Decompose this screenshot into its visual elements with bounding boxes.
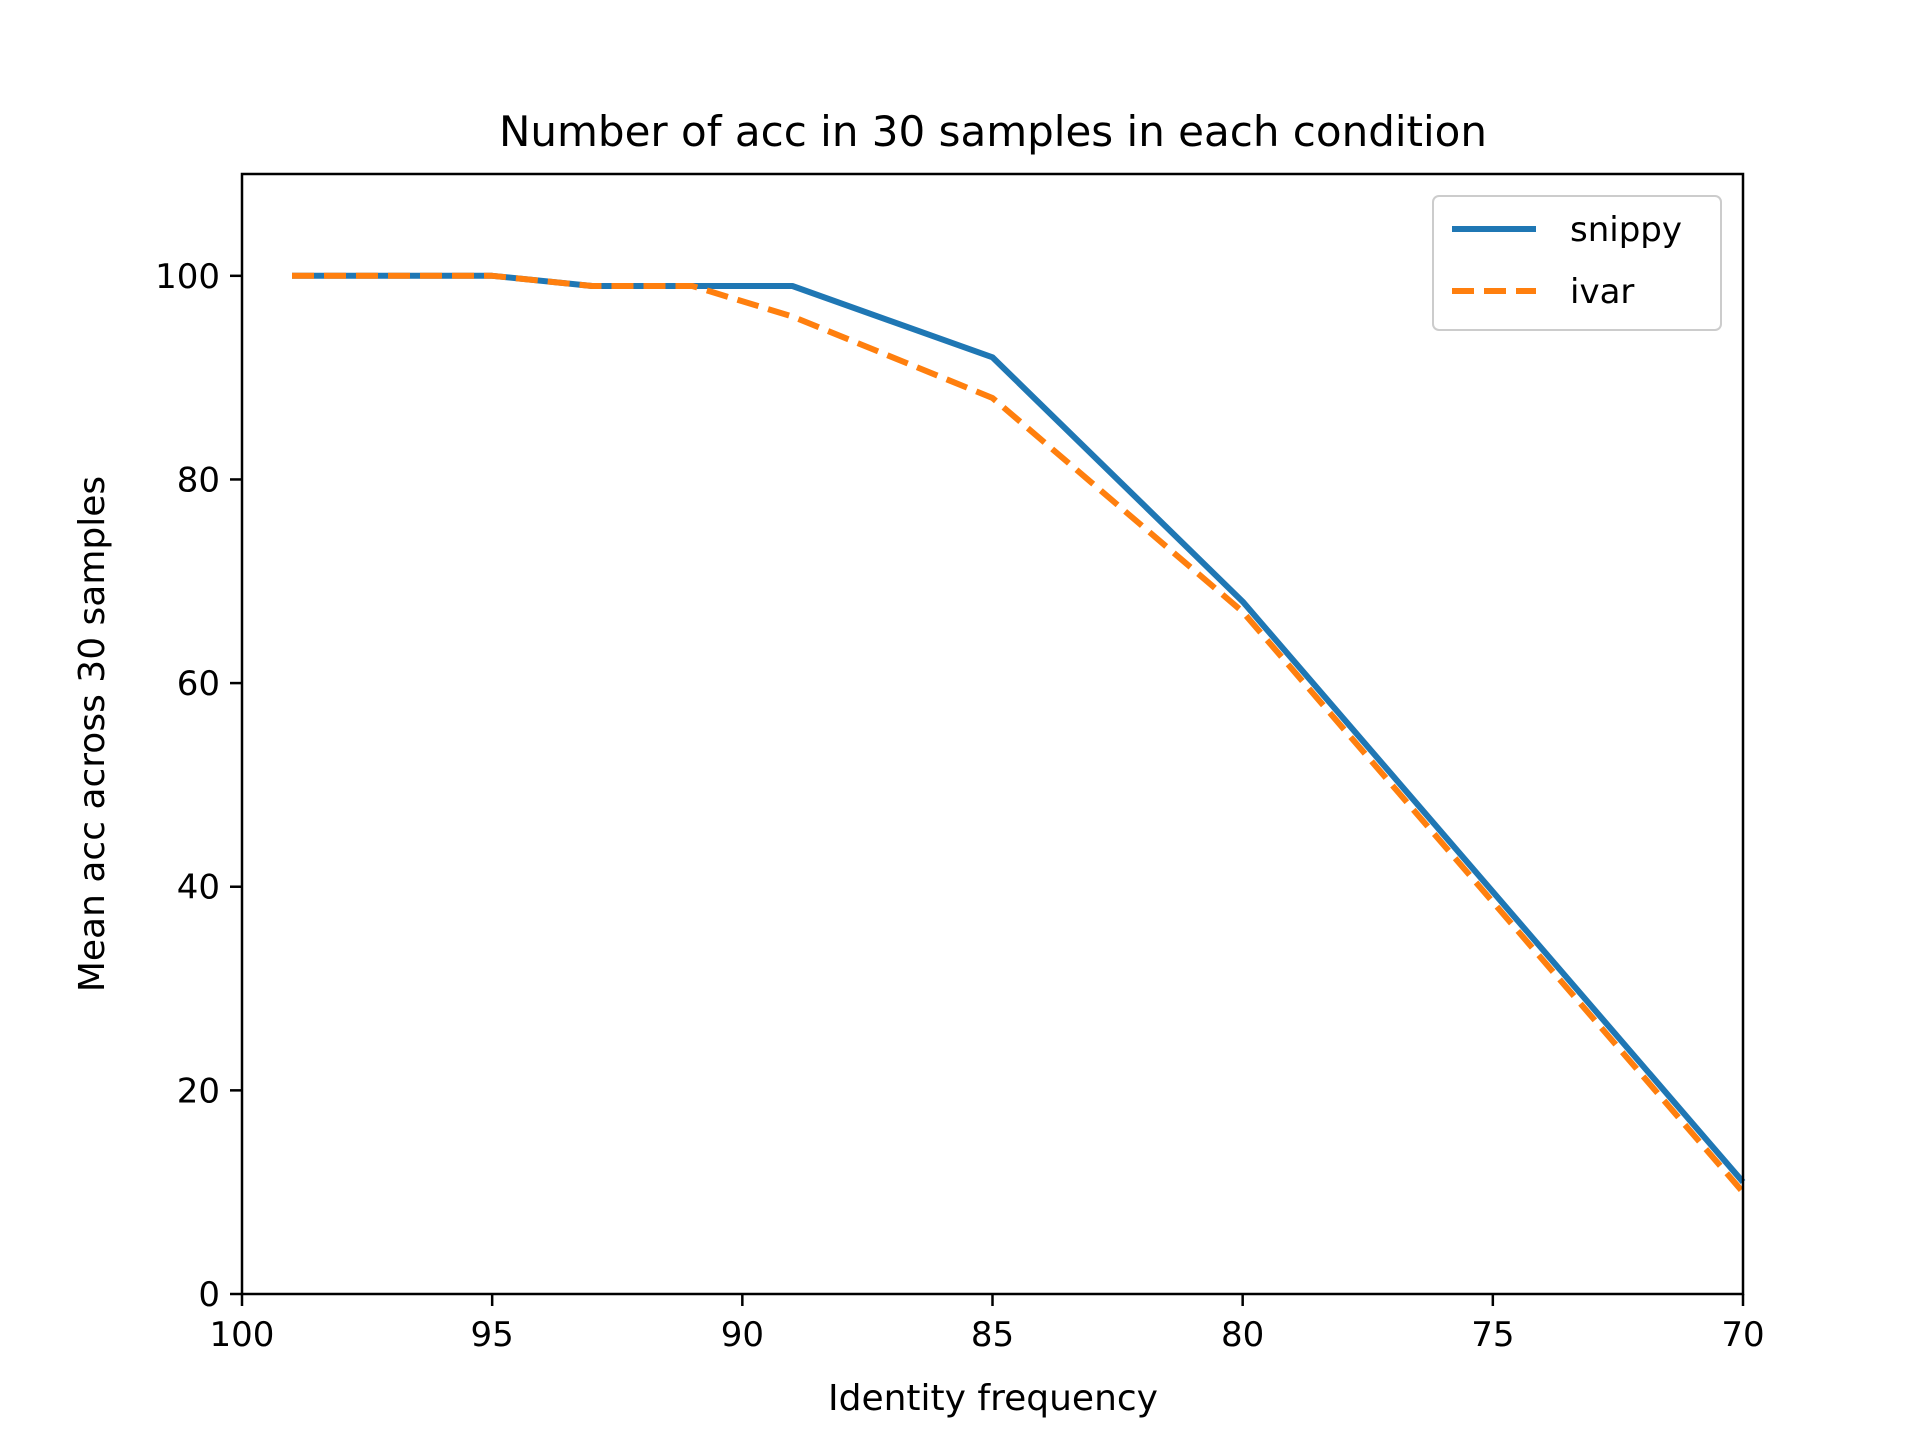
y-tick-label: 60 <box>177 664 220 704</box>
y-tick-label: 0 <box>198 1275 220 1315</box>
x-tick-label: 80 <box>1221 1315 1264 1355</box>
series-line-snippy <box>292 272 1746 1184</box>
y-tick-label: 80 <box>177 460 220 500</box>
y-axis-ticks: 0 20 40 60 80 100 <box>155 257 242 1315</box>
x-tick-label: 85 <box>971 1315 1014 1355</box>
x-tick-label: 90 <box>721 1315 764 1355</box>
legend-label-ivar: ivar <box>1570 272 1634 312</box>
x-tick-label: 70 <box>1721 1315 1764 1355</box>
y-axis-label: Mean acc across 30 samples <box>72 476 113 992</box>
x-axis-label: Identity frequency <box>828 1378 1158 1419</box>
series-layer <box>292 272 1746 1195</box>
x-tick-label: 75 <box>1471 1315 1514 1355</box>
x-tick-label: 95 <box>471 1315 514 1355</box>
legend: snippy ivar <box>1432 195 1722 331</box>
x-axis-ticks: 100 95 90 85 80 75 70 <box>210 1294 1765 1355</box>
chart-title: Number of acc in 30 samples in each cond… <box>499 107 1487 156</box>
y-tick-label: 100 <box>155 257 220 297</box>
series-line-ivar <box>292 272 1746 1195</box>
x-tick-label: 100 <box>210 1315 275 1355</box>
legend-label-snippy: snippy <box>1570 210 1682 250</box>
y-tick-label: 20 <box>177 1071 220 1111</box>
y-tick-label: 40 <box>177 868 220 908</box>
